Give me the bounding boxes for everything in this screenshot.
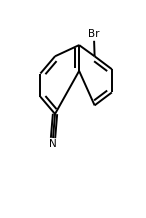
Text: N: N <box>49 139 56 149</box>
Text: Br: Br <box>88 29 100 39</box>
